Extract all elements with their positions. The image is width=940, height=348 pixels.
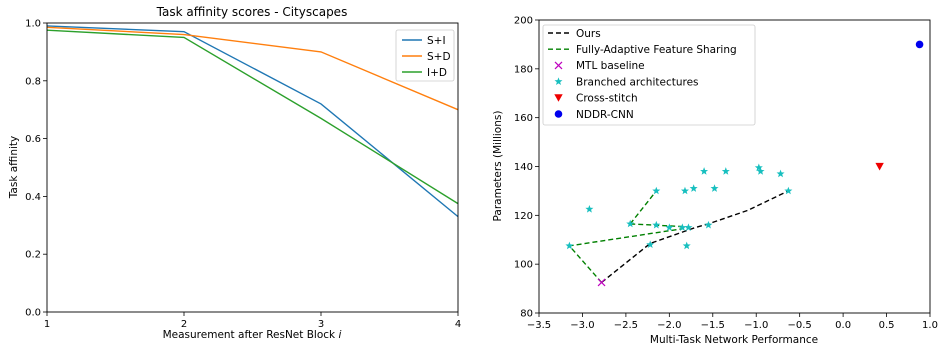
- params-ytick-label-0: 80: [520, 309, 533, 320]
- branched-architectures-point-15: [721, 167, 730, 175]
- params-xtick-label-4: −1.5: [701, 320, 725, 331]
- params-legend-swatch-mtl-baseline-stroke-b: [554, 61, 563, 70]
- params-xlabel: Multi-Task Network Performance: [650, 334, 818, 346]
- nddr-cnn-point-0: [915, 40, 924, 49]
- branched-architectures-point-4: [652, 186, 661, 195]
- branched-architectures-point-7: [678, 223, 687, 231]
- params-xtick-label-7: 0.0: [835, 320, 851, 331]
- affinity-xlabel: Measurement after ResNet Block i: [163, 329, 342, 341]
- affinity-xtick-label-0: 1: [44, 319, 50, 330]
- ours-line-0: [601, 190, 789, 284]
- params-legend-label-branched-architectures: Branched architectures: [576, 76, 699, 88]
- params-xtick-label-3: −2.0: [657, 320, 681, 331]
- affinity-ytick-label-0: 0.0: [25, 308, 41, 319]
- affinity-xtick-label-2: 3: [318, 319, 324, 330]
- affinity-legend-label-s-d: S+D: [427, 51, 451, 63]
- affinity-legend-label-s-i: S+I: [427, 35, 446, 47]
- affinity-legend-frame: [395, 29, 455, 82]
- params-xtick-label-5: −1.0: [744, 320, 768, 331]
- branched-architectures-point-6: [665, 223, 674, 231]
- branched-architectures-point-9: [682, 241, 691, 250]
- affinity-ylabel: Task affinity: [8, 136, 20, 200]
- branched-architectures-point-11: [689, 184, 698, 192]
- params-legend-frame: [542, 24, 756, 126]
- params-ytick-label-3: 140: [514, 162, 533, 173]
- affinity-ytick-label-2: 0.4: [25, 192, 41, 203]
- params-legend: Ours Fully-Adaptive Feature Sharing MTL ba…: [542, 24, 756, 126]
- branched-architectures-point-18: [776, 169, 785, 178]
- mtl-baseline-point-0: [597, 278, 606, 287]
- series-line-s-d: [46, 26, 459, 111]
- mtl-baseline-point-0-stroke-b: [597, 278, 606, 287]
- branched-architectures-point-0: [565, 241, 574, 250]
- params-legend-swatch-mtl-baseline: [554, 61, 563, 70]
- params-legend-label-fully-adaptive-feature-sharing: Fully-Adaptive Feature Sharing: [576, 44, 737, 56]
- affinity-ytick-label-5: 1.0: [25, 19, 41, 30]
- params-ylabel: Parameters (Millions): [492, 111, 504, 222]
- series-line-i-d: [46, 29, 459, 205]
- branched-architectures-point-3: [646, 240, 655, 249]
- params-legend-label-mtl-baseline: MTL baseline: [576, 60, 645, 72]
- params-chart: −3.5 −3.0 −2.5 −2.0 −1.5 −1.0 −0.5 0.0 0.5 1.0 80 1…: [492, 16, 938, 347]
- branched-architectures-point-5: [652, 220, 661, 229]
- params-xtick-label-8: 0.5: [879, 320, 895, 331]
- affinity-xtick-label-3: 4: [455, 319, 461, 330]
- params-ytick-label-6: 200: [514, 16, 533, 27]
- branched-architectures-point-1: [585, 205, 594, 213]
- branched-architectures-point-17: [756, 167, 765, 175]
- affinity-ytick-label-1: 0.2: [25, 250, 41, 261]
- branched-architectures-point-14: [710, 184, 719, 192]
- branched-architectures-point-12: [700, 167, 709, 175]
- affinity-ytick-label-3: 0.6: [25, 134, 41, 145]
- params-xtick-label-2: −2.5: [614, 320, 638, 331]
- params-legend-label-nddr-cnn: NDDR-CNN: [576, 109, 634, 121]
- branched-architectures-point-13: [704, 220, 713, 229]
- params-ytick-label-5: 180: [514, 64, 533, 75]
- params-ytick-label-2: 120: [514, 211, 533, 222]
- params-legend-swatch-cross-stitch: [554, 94, 563, 102]
- params-xtick-label-6: −0.5: [788, 320, 812, 331]
- params-legend-label-cross-stitch: Cross-stitch: [576, 93, 638, 105]
- fully-adaptive-feature-sharing-line-0: [568, 228, 683, 283]
- cross-stitch-point-0: [875, 162, 884, 171]
- params-xtick-label-0: −3.5: [527, 320, 551, 331]
- affinity-ytick-label-4: 0.8: [25, 76, 41, 87]
- branched-architectures-point-16: [754, 163, 763, 172]
- affinity-legend: S+I S+D I+D: [395, 29, 455, 82]
- affinity-legend-label-i-d: I+D: [427, 67, 447, 79]
- branched-architectures-point-19: [784, 186, 793, 195]
- branched-architectures-point-2: [626, 219, 635, 228]
- params-ytick-label-4: 160: [514, 113, 533, 124]
- affinity-plot-frame: [46, 22, 459, 313]
- params-legend-swatch-branched-architectures: [554, 77, 563, 85]
- fully-adaptive-feature-sharing-line-1: [629, 190, 657, 225]
- branched-architectures-point-8: [684, 223, 693, 231]
- params-xtick-label-9: 1.0: [922, 320, 938, 331]
- params-legend-label-ours: Ours: [576, 28, 601, 40]
- fully-adaptive-feature-sharing-line-2: [630, 223, 687, 228]
- affinity-title: Task affinity scores - Cityscapes: [156, 5, 348, 19]
- params-xtick-label-1: −3.0: [570, 320, 594, 331]
- params-legend-swatch-nddr-cnn: [554, 110, 563, 118]
- affinity-xtick-label-1: 2: [181, 319, 187, 330]
- params-ytick-label-1: 100: [514, 260, 533, 271]
- branched-architectures-point-10: [680, 186, 689, 195]
- affinity-chart: Task affinity scores - Cityscapes 1 2 3 4 0.…: [8, 5, 461, 341]
